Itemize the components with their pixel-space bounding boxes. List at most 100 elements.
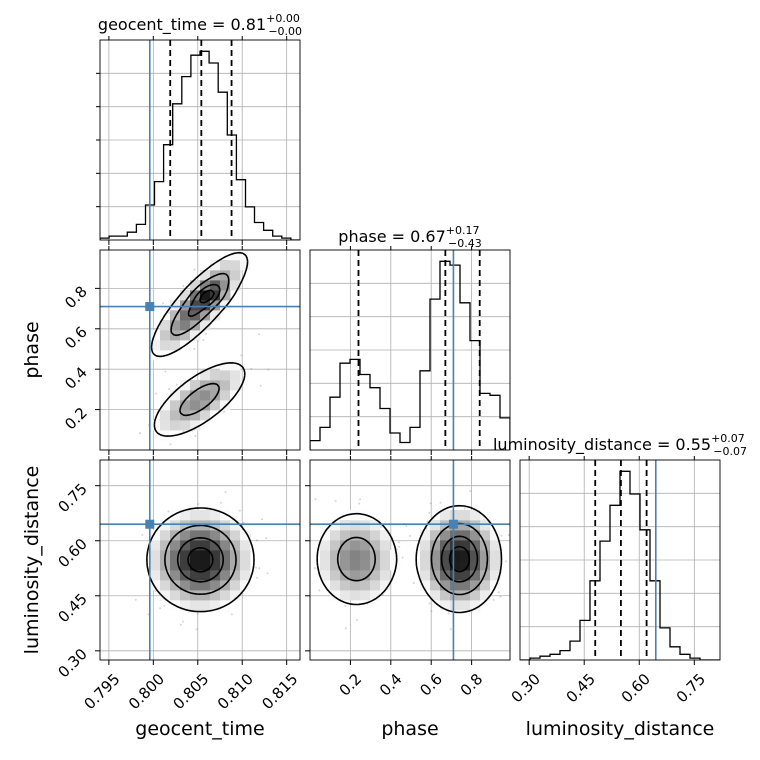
density-cell <box>180 520 191 531</box>
density-cell <box>360 590 371 601</box>
density-cell <box>490 560 501 571</box>
density-cell <box>220 390 231 401</box>
sample-point <box>256 539 258 542</box>
density-cell <box>460 560 471 571</box>
density-cell <box>470 600 481 611</box>
density-cell <box>470 530 481 541</box>
x-tick-label: 0.30 <box>508 670 544 706</box>
panel-frame <box>309 459 511 661</box>
density-cell <box>350 580 361 591</box>
y-tick-label: 0.30 <box>54 645 90 681</box>
title-luminosity_distance: luminosity_distance = 0.55+0.07 −0.07 <box>493 432 747 458</box>
density-cell <box>230 280 241 291</box>
x-tick-label: 0.815 <box>258 670 301 713</box>
sample-point <box>412 582 415 584</box>
x-axis-label-phase: phase <box>381 718 438 740</box>
truth-marker <box>145 519 155 529</box>
density-cell <box>210 580 221 591</box>
sample-point <box>154 590 157 593</box>
density-cell <box>190 400 201 411</box>
density-cell <box>170 590 181 601</box>
y-tick-label: 0.8 <box>61 282 91 312</box>
density-cell <box>470 570 481 581</box>
sample-point <box>194 435 197 437</box>
density-cell <box>380 580 391 591</box>
y-axis-label-luminosity_distance: luminosity_distance <box>21 466 43 655</box>
density-cell <box>220 570 231 581</box>
density-cell <box>210 300 221 311</box>
density-cell <box>160 320 171 331</box>
sample-point <box>197 503 200 505</box>
density-cell <box>190 300 201 311</box>
density-cell <box>460 520 471 531</box>
density-cell <box>220 550 231 561</box>
density-cell <box>210 590 221 601</box>
density-cell <box>200 560 211 571</box>
sample-point <box>359 498 361 501</box>
sample-point <box>167 510 170 513</box>
density-cell <box>450 510 461 521</box>
density-cell <box>180 290 191 301</box>
density-cell <box>160 530 171 541</box>
density-cells <box>150 250 251 441</box>
sample-point <box>164 370 167 373</box>
x-tick-label: 0.75 <box>673 670 709 706</box>
density-cell <box>190 530 201 541</box>
panel-geocent_time <box>100 40 300 240</box>
density-cell <box>200 550 211 561</box>
density-cell <box>360 560 371 571</box>
density-cell <box>170 320 181 331</box>
density-cell <box>240 550 251 561</box>
density-cell <box>160 330 171 341</box>
density-cell <box>200 370 211 381</box>
density-cell <box>330 550 341 561</box>
density-cell <box>490 530 501 541</box>
density-cell <box>420 550 431 561</box>
density-cell <box>230 540 241 551</box>
density-cell <box>160 410 171 421</box>
density-cell <box>240 540 251 551</box>
density-cell <box>370 540 381 551</box>
density-cell <box>160 420 171 431</box>
sample-point <box>344 605 347 608</box>
density-cell <box>230 360 241 371</box>
panel-frame <box>309 249 511 451</box>
sample-point <box>426 520 429 523</box>
density-cell <box>210 600 221 611</box>
density-cell <box>350 550 361 561</box>
sample-point <box>179 623 182 626</box>
density-cell <box>460 550 471 561</box>
y-tick-label: 0.2 <box>61 404 91 434</box>
density-cell <box>420 560 431 571</box>
title-lower-error: −0.43 <box>448 237 482 250</box>
density-cell <box>430 540 441 551</box>
density-cell <box>200 320 211 331</box>
density-cell <box>170 400 181 411</box>
sample-point <box>250 367 253 370</box>
density-cell <box>360 580 371 591</box>
x-tick-label: 0.800 <box>125 670 168 713</box>
density-cell <box>170 420 181 431</box>
sample-point <box>266 572 269 575</box>
contour-line <box>150 251 249 437</box>
density-cell <box>360 540 371 551</box>
density-cell <box>160 580 171 591</box>
density-cell <box>480 590 491 601</box>
density-cell <box>200 510 211 521</box>
density-cell <box>220 260 231 271</box>
sample-point <box>220 501 223 504</box>
density-cell <box>460 530 471 541</box>
sample-point <box>398 541 400 544</box>
density-cell <box>370 580 381 591</box>
density-cell <box>390 550 401 561</box>
density-cell <box>190 550 201 561</box>
title-phase: phase = 0.67+0.17 −0.43 <box>338 224 481 250</box>
density-cell <box>440 530 451 541</box>
density-cell <box>460 570 471 581</box>
y-tick-label: 0.4 <box>61 363 91 393</box>
density-cell <box>150 580 161 591</box>
sample-point <box>168 312 171 314</box>
histogram-phase <box>310 260 510 450</box>
density-cell <box>240 530 251 541</box>
